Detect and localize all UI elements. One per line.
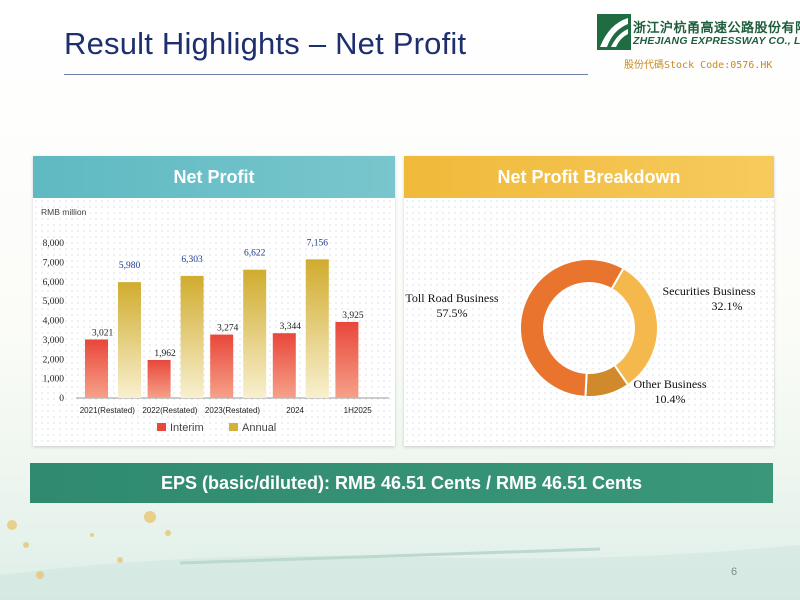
donut-slice xyxy=(610,266,659,387)
breakdown-panel-title: Net Profit Breakdown xyxy=(404,156,774,198)
bar-interim-label: 3,021 xyxy=(92,328,114,338)
bar-interim xyxy=(335,321,359,398)
page-number: 6 xyxy=(731,566,738,578)
donut-slice xyxy=(519,258,625,398)
x-category-label: 1H2025 xyxy=(344,406,373,415)
bar-annual-label: 6,622 xyxy=(244,249,266,259)
unit-label: RMB million xyxy=(41,207,87,217)
bar-interim-label: 3,274 xyxy=(217,324,239,334)
y-tick-label: 5,000 xyxy=(43,297,65,307)
x-category-label: 2022(Restated) xyxy=(142,406,197,415)
legend-swatch xyxy=(229,423,238,431)
donut-slice-label: Securities Business xyxy=(663,284,756,298)
y-tick-label: 6,000 xyxy=(43,278,65,288)
bar-interim xyxy=(210,334,234,398)
bar-interim-label: 3,925 xyxy=(342,311,364,321)
title-divider xyxy=(64,74,588,75)
bridge-background-decoration xyxy=(0,511,800,600)
donut-slice-percent: 57.5% xyxy=(437,306,468,320)
bar-interim xyxy=(85,339,108,398)
bar-interim xyxy=(147,359,171,398)
bar-annual xyxy=(243,269,267,398)
y-tick-label: 2,000 xyxy=(43,355,65,365)
y-tick-label: 7,000 xyxy=(43,258,65,268)
donut-slice-label: Toll Road Business xyxy=(405,291,498,305)
net-profit-bar-chart: 0 1,000 2,000 3,000 4,000 5,000 6,000 7,000 8,00… xyxy=(43,238,389,434)
bar-annual-label: 5,980 xyxy=(119,261,141,271)
bar-annual xyxy=(305,259,329,398)
donut-slice-percent: 32.1% xyxy=(712,299,743,313)
x-category-label: 2023(Restated) xyxy=(205,406,260,415)
slide-title: Result Highlights – Net Profit xyxy=(64,26,467,61)
net-profit-panel: Net Profit RMB million 0 1,000 2,000 3,000 4… xyxy=(33,156,395,446)
y-tick-label: 8,000 xyxy=(43,239,65,249)
net-profit-panel-title: Net Profit xyxy=(33,156,395,198)
bar-interim-label: 3,344 xyxy=(280,322,302,332)
legend-label: Annual xyxy=(242,422,276,434)
x-category-label: 2021(Restated) xyxy=(80,406,135,415)
company-logo: 浙江沪杭甬高速公路股份有限公司 ZHEJIANG EXPRESSWAY CO.,… xyxy=(597,14,800,70)
company-name-chinese: 浙江沪杭甬高速公路股份有限公司 xyxy=(633,21,800,36)
expressway-logo-icon xyxy=(597,14,631,50)
legend-swatch xyxy=(157,423,166,431)
bar-annual-label: 7,156 xyxy=(307,238,329,248)
y-tick-label: 3,000 xyxy=(43,336,65,346)
eps-banner: EPS (basic/diluted): RMB 46.51 Cents / R… xyxy=(30,463,773,503)
donut-slice-percent: 10.4% xyxy=(655,392,686,406)
bar-annual xyxy=(180,275,204,398)
net-profit-breakdown-panel: Net Profit Breakdown Toll Road Business 5… xyxy=(404,156,774,446)
y-tick-label: 4,000 xyxy=(43,317,65,327)
x-category-label: 2024 xyxy=(286,406,304,415)
y-tick-label: 1,000 xyxy=(43,375,65,385)
company-name-english: ZHEJIANG EXPRESSWAY CO., LTD. xyxy=(633,35,800,47)
bar-annual xyxy=(118,282,141,398)
bar-interim-label: 1,962 xyxy=(154,349,176,359)
y-tick-label: 0 xyxy=(59,394,64,404)
stock-code: 股份代碼Stock Code:0576.HK xyxy=(624,60,773,71)
bar-interim xyxy=(272,333,296,398)
bar-annual-label: 6,303 xyxy=(181,255,203,265)
legend-label: Interim xyxy=(170,422,204,434)
donut-slice-label: Other Business xyxy=(634,377,707,391)
